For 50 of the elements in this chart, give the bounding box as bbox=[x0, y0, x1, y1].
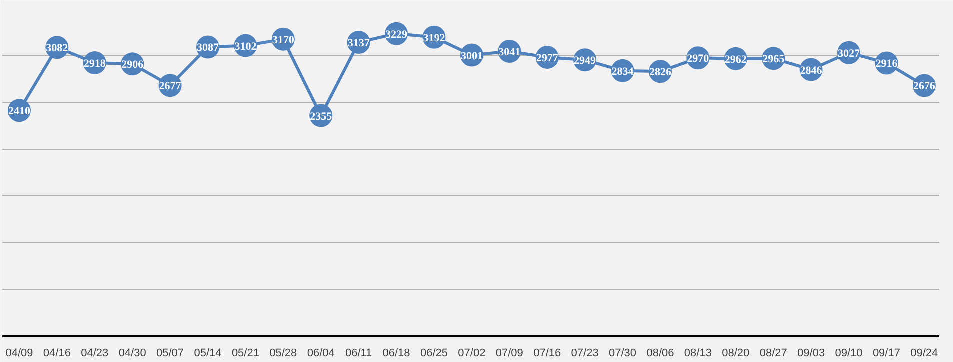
data-label: 3082 bbox=[46, 42, 69, 55]
data-label: 3041 bbox=[498, 46, 521, 59]
data-label: 2906 bbox=[122, 59, 144, 72]
x-tick-label: 07/02 bbox=[458, 348, 486, 360]
data-label: 3229 bbox=[386, 28, 408, 41]
data-label: 2410 bbox=[8, 106, 31, 118]
x-tick-label: 08/20 bbox=[722, 348, 750, 360]
data-label: 2676 bbox=[913, 80, 936, 93]
x-tick-label: 09/10 bbox=[835, 348, 863, 360]
x-tick-label: 06/18 bbox=[382, 348, 410, 360]
x-tick-label: 06/11 bbox=[345, 348, 372, 360]
data-label: 2970 bbox=[687, 53, 710, 66]
x-tick-label: 05/21 bbox=[232, 348, 260, 360]
x-tick-label: 07/16 bbox=[534, 348, 562, 360]
data-label: 2834 bbox=[612, 66, 634, 78]
data-label: 2918 bbox=[84, 58, 106, 70]
data-label: 3137 bbox=[348, 38, 370, 50]
x-tick-label: 06/25 bbox=[420, 348, 448, 360]
data-label: 2826 bbox=[649, 66, 672, 79]
data-label: 2677 bbox=[159, 80, 182, 93]
data-label: 2916 bbox=[876, 58, 898, 70]
x-tick-label: 06/04 bbox=[307, 348, 335, 360]
x-tick-label: 08/27 bbox=[760, 348, 788, 360]
data-label: 3087 bbox=[197, 42, 220, 54]
x-tick-label: 04/16 bbox=[43, 348, 71, 360]
x-tick-label: 04/30 bbox=[118, 348, 146, 360]
data-label: 2846 bbox=[800, 64, 823, 77]
x-tick-label: 09/24 bbox=[910, 348, 938, 360]
data-label: 2965 bbox=[762, 54, 786, 66]
data-label: 2355 bbox=[310, 110, 333, 123]
x-tick-label: 08/06 bbox=[646, 348, 674, 360]
x-tick-label: 04/23 bbox=[81, 348, 109, 360]
data-label: 3001 bbox=[460, 50, 483, 62]
data-label: 3192 bbox=[423, 32, 446, 44]
x-tick-label: 05/14 bbox=[194, 348, 222, 360]
x-tick-label: 09/03 bbox=[798, 348, 826, 360]
x-tick-label: 05/07 bbox=[156, 348, 184, 360]
x-tick-label: 07/09 bbox=[496, 348, 524, 360]
x-tick-label: 04/09 bbox=[6, 348, 34, 360]
data-label: 3170 bbox=[272, 34, 295, 46]
x-tick-label: 09/17 bbox=[872, 348, 900, 360]
x-tick-label: 08/13 bbox=[684, 348, 712, 360]
data-label: 2949 bbox=[574, 55, 597, 68]
data-label: 2962 bbox=[724, 54, 748, 66]
x-tick-label: 05/28 bbox=[270, 348, 298, 360]
data-label: 2977 bbox=[536, 52, 559, 65]
x-tick-label: 07/30 bbox=[609, 348, 637, 360]
data-label: 3102 bbox=[234, 40, 258, 53]
x-tick-label: 07/23 bbox=[571, 348, 599, 360]
data-label: 3027 bbox=[838, 48, 861, 60]
